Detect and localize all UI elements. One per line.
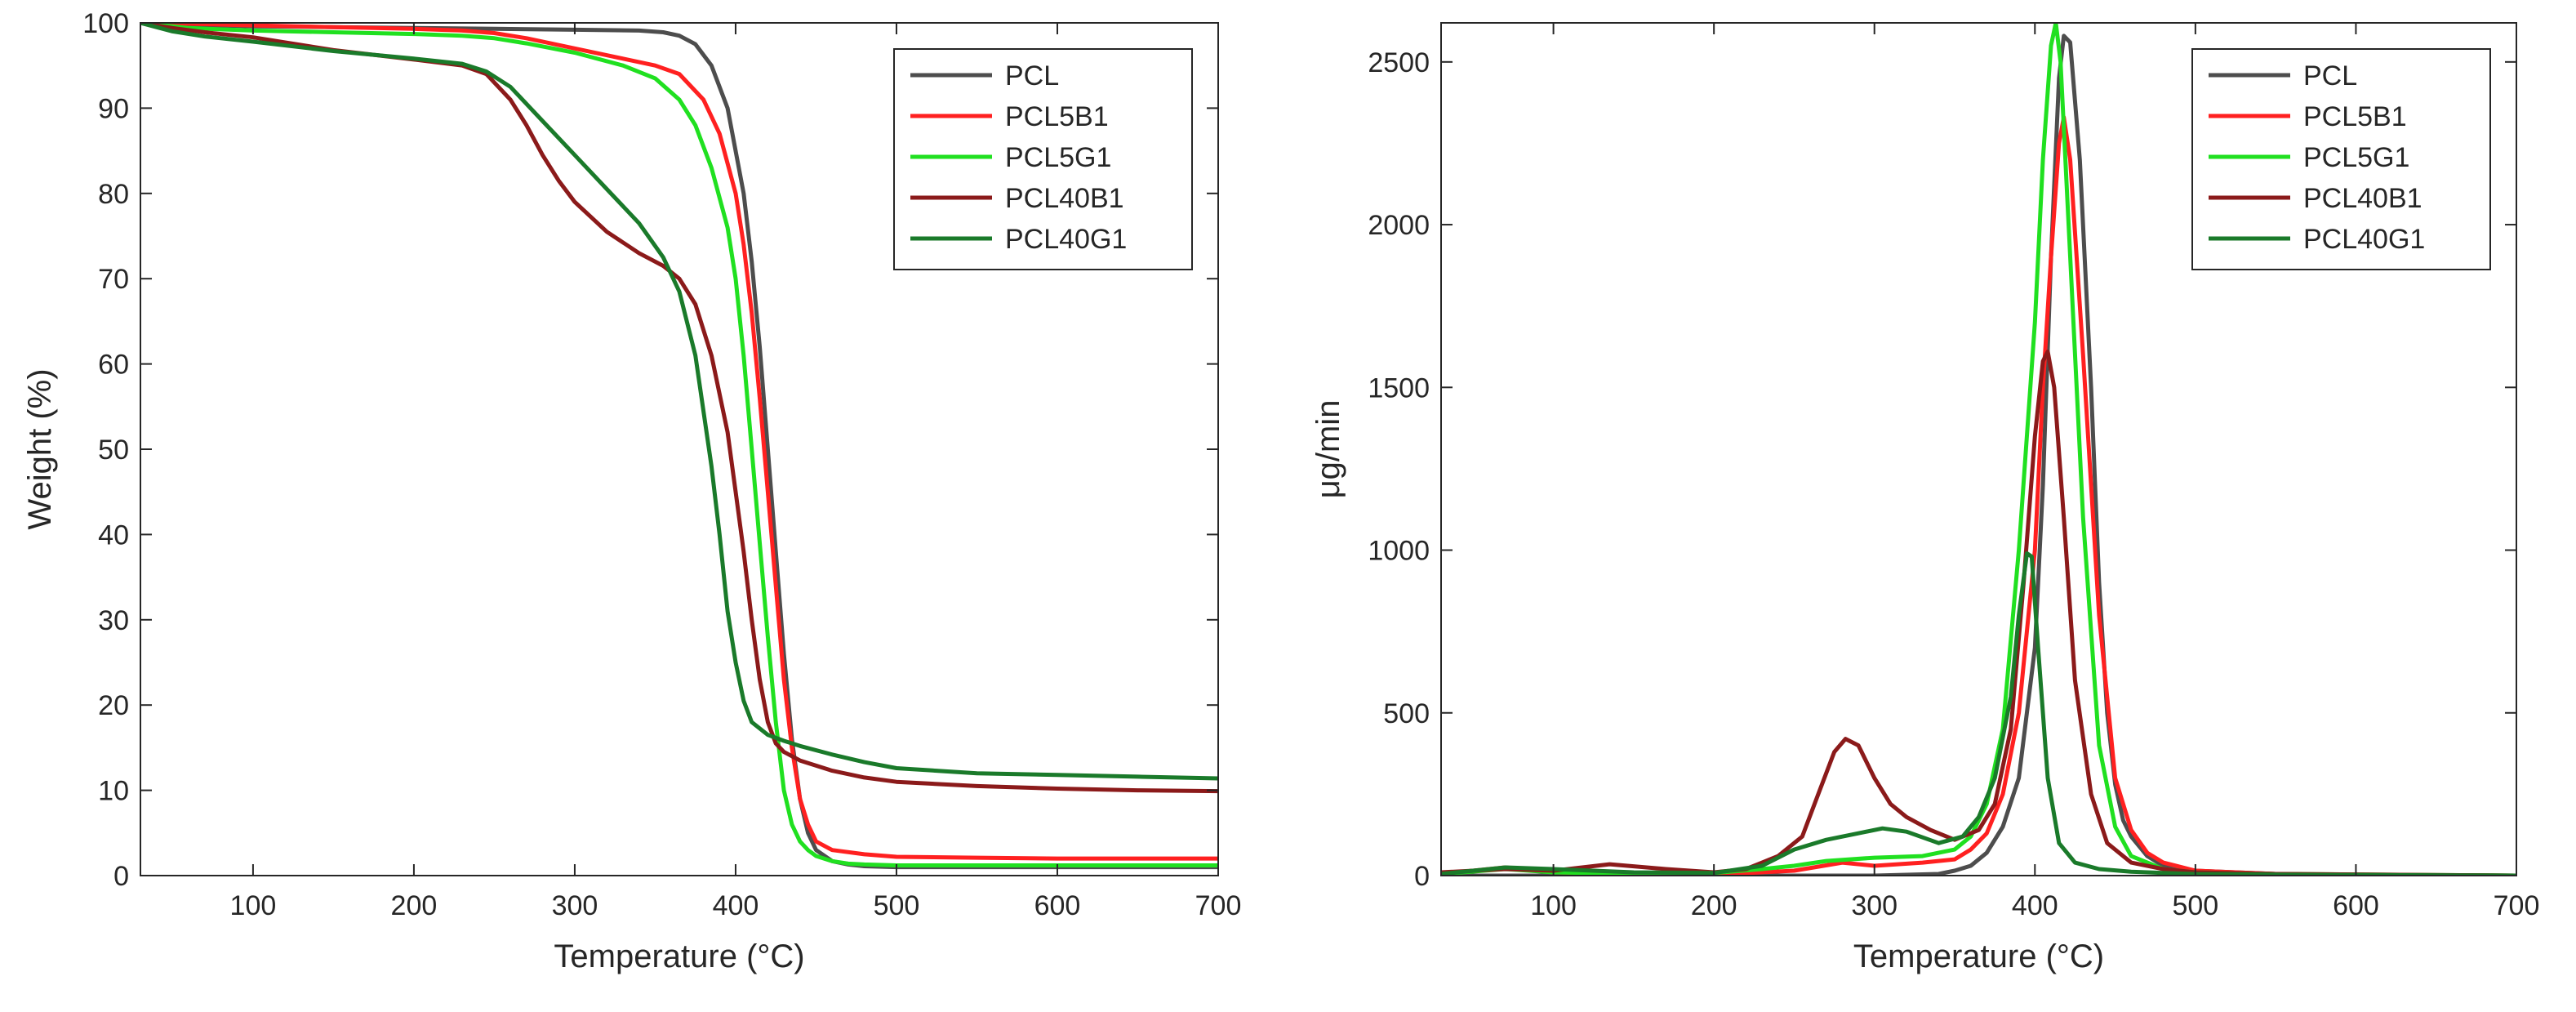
- tga-weight-chart: 100 200 300 400 500 600 700 0 10 20 30 40 50 60 70 80 90…: [22, 8, 1242, 974]
- series-line-pcl40g1: [1441, 551, 2516, 876]
- legend-entry-pcl: PCL: [1005, 60, 1059, 91]
- x-tick-label: 400: [2012, 890, 2058, 921]
- legend: PCL PCL5B1 PCL5G1 PCL40B1 PCL40G1: [2191, 48, 2491, 270]
- y-tick-label: 0: [113, 861, 129, 892]
- y-tick-label: 2000: [1368, 210, 1430, 241]
- y-tick-label: 30: [98, 605, 129, 636]
- y-tick-label: 80: [98, 179, 129, 210]
- series-line-pcl5g1: [140, 23, 1218, 867]
- legend-entry-pcl: PCL: [2303, 60, 2357, 91]
- x-axis-label: Temperature (°C): [1853, 938, 2104, 974]
- axes-box: [1440, 22, 2517, 876]
- series-line-pcl40b1: [1441, 350, 2516, 876]
- y-tick-label: 60: [98, 350, 129, 381]
- y-tick-label: 2500: [1368, 47, 1430, 78]
- x-tick-label: 300: [552, 890, 598, 921]
- x-tick-label: 300: [1851, 890, 1898, 921]
- x-tick-label: 500: [2172, 890, 2218, 921]
- y-tick-label: 40: [98, 519, 129, 551]
- x-tick-label: 600: [2333, 890, 2379, 921]
- legend-entry-pcl40g1: PCL40G1: [1005, 224, 1127, 255]
- x-tick-label: 700: [2494, 890, 2540, 921]
- x-tick-label: 200: [1691, 890, 1737, 921]
- series-line-pcl40g1: [140, 23, 1218, 781]
- y-tick-label: 1500: [1368, 372, 1430, 403]
- legend-entry-pcl5g1: PCL5G1: [1005, 142, 1111, 173]
- y-tick-label: 10: [98, 776, 129, 807]
- dtg-rate-chart-panel: 100 200 300 400 500 600 700 0 500 1000 1500 2000 250…: [1290, 0, 2576, 1008]
- plot-area: [140, 23, 1218, 870]
- tga-weight-chart-panel: 100 200 300 400 500 600 700 0 10 20 30 40 50 60 70 80 90…: [0, 0, 1274, 1008]
- series-line-pcl5b1: [1441, 115, 2516, 876]
- x-tick-label: 100: [1530, 890, 1577, 921]
- dtg-rate-chart: 100 200 300 400 500 600 700 0 500 1000 1500 2000 250…: [1310, 22, 2540, 974]
- x-axis-label: Temperature (°C): [554, 938, 804, 974]
- x-tick-label: 200: [391, 890, 438, 921]
- legend: PCL PCL5B1 PCL5G1 PCL40B1 PCL40G1: [893, 48, 1193, 270]
- y-tick-label: 20: [98, 690, 129, 721]
- legend-entry-pcl40g1: PCL40G1: [2303, 224, 2425, 255]
- legend-entry-pcl40b1: PCL40B1: [2303, 183, 2423, 214]
- y-tick-label: 50: [98, 435, 129, 466]
- y-axis-label: μg/min: [1310, 400, 1346, 499]
- y-tick-label: 500: [1383, 698, 1430, 729]
- y-tick-label: 0: [1414, 861, 1430, 892]
- series-line-pcl: [1441, 33, 2516, 876]
- legend-entry-pcl5g1: PCL5G1: [2303, 142, 2409, 173]
- x-tick-label: 700: [1195, 890, 1242, 921]
- legend-entry-pcl5b1: PCL5B1: [1005, 101, 1109, 132]
- y-tick-label: 70: [98, 264, 129, 295]
- y-tick-label: 1000: [1368, 536, 1430, 567]
- y-axis-label: Weight (%): [22, 368, 58, 529]
- series-line-pcl5b1: [140, 23, 1218, 861]
- y-tick-label: 100: [82, 8, 129, 39]
- x-tick-label: 100: [230, 890, 277, 921]
- legend-entry-pcl40b1: PCL40B1: [1005, 183, 1124, 214]
- x-tick-label: 400: [713, 890, 759, 921]
- legend-entry-pcl5b1: PCL5B1: [2303, 101, 2407, 132]
- x-tick-label: 500: [874, 890, 920, 921]
- plot-area: [1441, 23, 2516, 876]
- y-tick-label: 90: [98, 93, 129, 124]
- x-tick-label: 600: [1034, 890, 1081, 921]
